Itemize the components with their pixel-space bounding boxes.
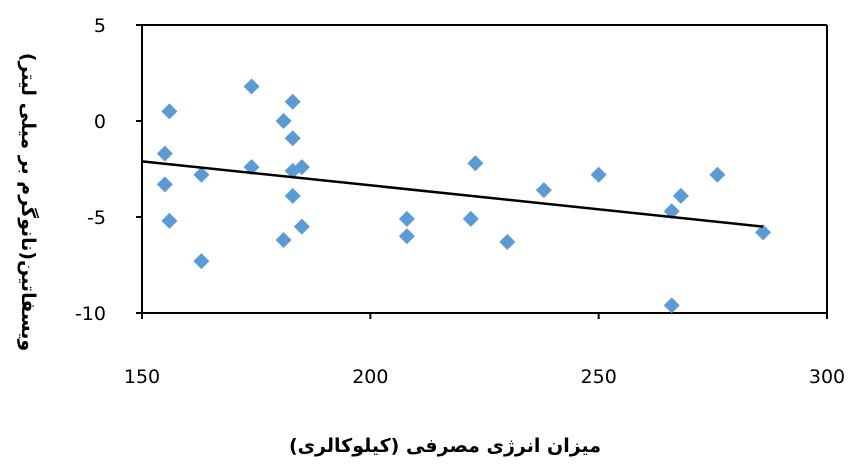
data-point <box>709 166 726 183</box>
data-point <box>398 210 415 227</box>
data-point <box>156 176 173 193</box>
y-axis-title: ویسفاتین(نانوگرم بر میلی لیتر) <box>17 53 40 351</box>
x-tick-label: 150 <box>124 366 160 388</box>
data-point <box>663 297 680 314</box>
data-point <box>293 218 310 235</box>
x-tick-label: 250 <box>581 366 617 388</box>
y-tick-label: -5 <box>87 207 106 229</box>
data-point <box>275 232 292 249</box>
y-tick-label: 5 <box>94 15 106 37</box>
data-point <box>663 203 680 220</box>
data-point <box>284 187 301 204</box>
data-points <box>156 78 772 314</box>
data-point <box>275 113 292 129</box>
x-tick-labels: 150 200 250 300 <box>124 313 845 388</box>
x-tick-label: 200 <box>352 366 388 388</box>
axes <box>141 24 828 314</box>
data-point <box>398 228 415 245</box>
data-point <box>243 78 260 95</box>
trendline <box>141 160 764 228</box>
y-tick-label: -10 <box>75 303 106 325</box>
data-point <box>499 233 516 250</box>
data-point <box>284 130 301 147</box>
x-axis-title: میزان انرژی مصرفی (کیلوکالری) <box>289 435 601 457</box>
data-point <box>193 166 210 183</box>
data-point <box>193 253 210 270</box>
x-tick-label: 300 <box>809 366 845 388</box>
data-point <box>156 145 173 162</box>
data-point <box>590 166 607 183</box>
y-tick-label: 0 <box>94 111 106 133</box>
data-point <box>284 93 301 110</box>
data-point <box>672 187 689 204</box>
data-point <box>467 155 484 172</box>
data-point <box>755 224 772 241</box>
y-tick-labels: 5 0 -5 -10 <box>75 15 142 325</box>
data-point <box>161 212 178 229</box>
data-point <box>293 159 310 176</box>
data-point <box>535 182 552 199</box>
data-point <box>161 103 178 120</box>
data-point <box>462 210 479 227</box>
data-point <box>243 159 260 176</box>
